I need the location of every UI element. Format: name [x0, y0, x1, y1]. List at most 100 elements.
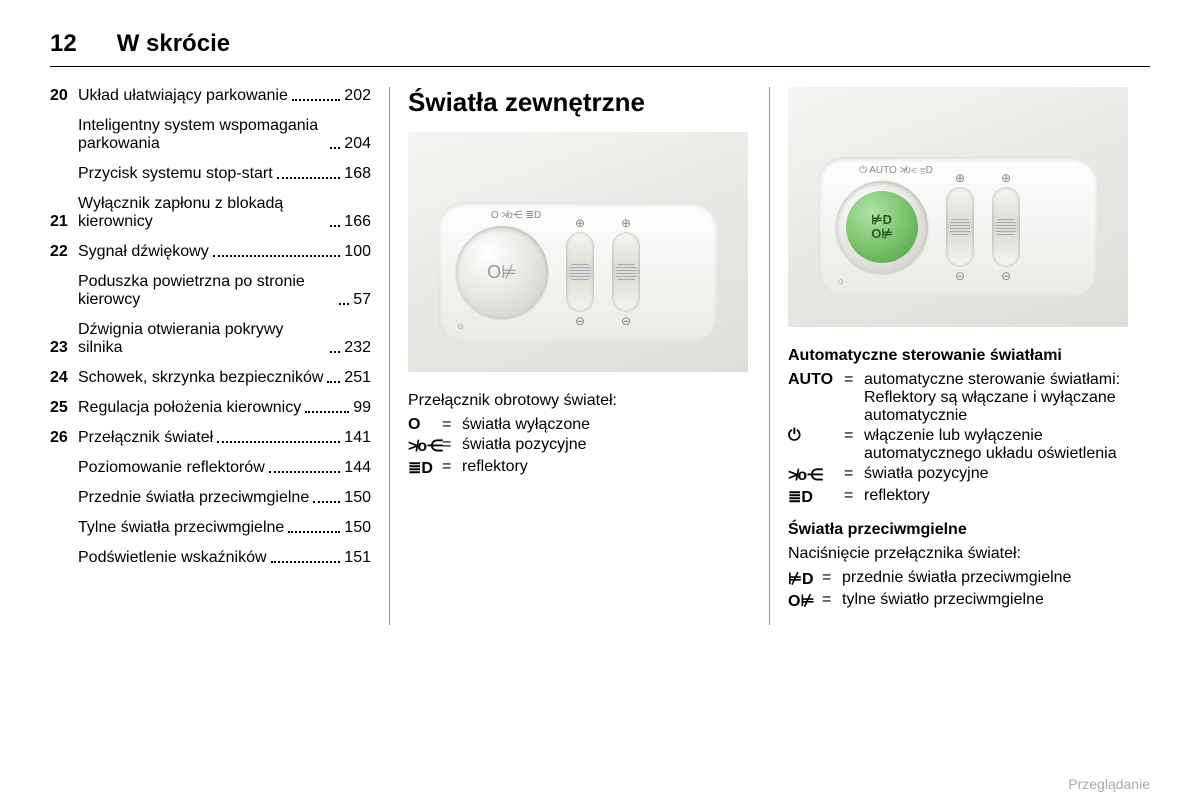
- thumbwheel-1: [566, 232, 594, 312]
- wheel-top-icon: ⊕: [955, 171, 965, 185]
- exterior-lights-heading: Światła zewnętrzne: [408, 87, 751, 118]
- rotary-dial: O⊭: [456, 226, 548, 318]
- toc-item-number: 20: [50, 87, 78, 105]
- legend-row: ≯o⋲=światła pozycyjne: [788, 465, 1150, 485]
- legend-symbol: AUTO: [788, 371, 844, 389]
- legend-text: światła pozycyjne: [864, 465, 1150, 483]
- legend-symbol: ≯o⋲: [788, 465, 844, 485]
- legend-row: AUTO=automatyczne sterowanie światłami: …: [788, 371, 1150, 425]
- light-switch-panel: O ≯o⋲ ≣D O⊭ ☼ ⊕ ⊖ ⊕ ⊖: [438, 202, 718, 342]
- legend-equals: =: [844, 465, 864, 483]
- brightness-icon: ☼: [836, 276, 845, 287]
- legend-symbol: O: [408, 416, 442, 434]
- toc-item-page: 100: [344, 243, 371, 261]
- toc-leader-dots: [271, 561, 341, 563]
- auto-heading: Automatyczne sterowanie światłami: [788, 347, 1150, 365]
- footer-text: Przeglądanie: [1068, 776, 1150, 792]
- toc-leader-dots: [288, 531, 340, 533]
- fog-icon: O⊭: [487, 262, 517, 283]
- content-columns: 20Układ ułatwiający parkowanie202 Intelig…: [50, 87, 1150, 625]
- auto-lights-column: ⏻ AUTO ≯o⋲ ≣D ⊭D O⊭ ☼ ⊕: [770, 87, 1150, 625]
- toc-item-label: Wyłącznik zapłonu z blokadą kierownicy: [78, 195, 326, 231]
- legend-equals: =: [844, 487, 864, 505]
- toc-row: 20Układ ułatwiający parkowanie202: [50, 87, 371, 105]
- toc-item-label: Poduszka powietrzna po stronie kierowcy: [78, 273, 335, 309]
- toc-item-page: 141: [344, 429, 371, 447]
- toc-item-page: 232: [344, 339, 371, 357]
- toc-row: 25Regulacja położenia kierownicy99: [50, 399, 371, 417]
- legend-row: ≣D=reflektory: [408, 458, 751, 478]
- legend-row: ≯o⋲=światła pozycyjne: [408, 436, 751, 456]
- legend-text: tylne światło przeciwmgielne: [842, 591, 1150, 609]
- wheel-bot-icon: ⊖: [575, 314, 585, 328]
- legend-symbol: O⊭: [788, 591, 822, 611]
- toc-item-page: 204: [344, 135, 371, 153]
- toc-item-page: 99: [353, 399, 371, 417]
- wheel-top-icon: ⊕: [1001, 171, 1011, 185]
- toc-item-label: Poziomowanie reflektorów: [78, 459, 265, 477]
- toc-item-label: Podświetlenie wskaźników: [78, 549, 267, 567]
- page-number: 12: [50, 30, 77, 58]
- toc-row: Inteligentny system wspomagania parkowan…: [50, 117, 371, 153]
- toc-row: Przednie światła przeciwmgielne150: [50, 489, 371, 507]
- legend-row: O=światła wyłączone: [408, 416, 751, 434]
- toc-item-number: 24: [50, 369, 78, 387]
- toc-item-number: 26: [50, 429, 78, 447]
- wheel-top-icon: ⊕: [621, 216, 631, 230]
- light-switch-panel-auto: ⏻ AUTO ≯o⋲ ≣D ⊭D O⊭ ☼ ⊕: [818, 157, 1098, 297]
- toc-item-page: 202: [344, 87, 371, 105]
- legend-row: O⊭=tylne światło przeciwmgielne: [788, 591, 1150, 611]
- legend-symbol: ⏻: [788, 427, 844, 445]
- toc-item-label: Sygnał dźwiękowy: [78, 243, 209, 261]
- toc-leader-dots: [339, 303, 349, 305]
- legend-equals: =: [822, 591, 842, 609]
- legend-text: światła wyłączone: [462, 416, 751, 434]
- toc-item-page: 150: [344, 519, 371, 537]
- fog-heading: Światła przeciwmgielne: [788, 521, 1150, 539]
- toc-item-number: 21: [50, 213, 78, 231]
- legend-text: włączenie lub wyłączenie automatycznego …: [864, 427, 1150, 463]
- rotary-dial-auto: ⊭D O⊭: [836, 181, 928, 273]
- exterior-lights-column: Światła zewnętrzne O ≯o⋲ ≣D O⊭ ☼ ⊕ ⊖: [390, 87, 770, 625]
- thumbwheel-1: [946, 187, 974, 267]
- toc-leader-dots: [330, 225, 340, 227]
- light-switch-figure-basic: O ≯o⋲ ≣D O⊭ ☼ ⊕ ⊖ ⊕ ⊖: [408, 132, 748, 372]
- toc-leader-dots: [330, 351, 340, 353]
- wheel-top-icon: ⊕: [575, 216, 585, 230]
- toc-row: 26Przełącznik świateł 141: [50, 429, 371, 447]
- toc-leader-dots: [277, 177, 341, 179]
- toc-row: Poziomowanie reflektorów 144: [50, 459, 371, 477]
- legend-symbol: ⊭D: [788, 569, 822, 589]
- toc-leader-dots: [213, 255, 341, 257]
- toc-row: Poduszka powietrzna po stronie kierowcy5…: [50, 273, 371, 309]
- toc-item-page: 144: [344, 459, 371, 477]
- toc-leader-dots: [313, 501, 340, 503]
- toc-leader-dots: [305, 411, 349, 413]
- toc-item-label: Przycisk systemu stop-start: [78, 165, 273, 183]
- legend-row: ⊭D=przednie światła przeciwmgielne: [788, 569, 1150, 589]
- toc-item-label: Regulacja położenia kierownicy: [78, 399, 301, 417]
- legend-row: ⏻=włączenie lub wyłączenie automatyczneg…: [788, 427, 1150, 463]
- page-header: 12 W skrócie: [50, 30, 1150, 67]
- thumbwheel-2: [612, 232, 640, 312]
- wheel-bot-icon: ⊖: [1001, 269, 1011, 283]
- toc-item-label: Inteligentny system wspomagania parkowan…: [78, 117, 326, 153]
- legend-equals: =: [442, 458, 462, 476]
- rotary-legend: Przełącznik obrotowy świateł: O=światła …: [408, 392, 751, 478]
- dial-arc-labels: ⏻ AUTO ≯o⋲ ≣D: [826, 165, 966, 176]
- toc-row: 21Wyłącznik zapłonu z blokadą kierownicy…: [50, 195, 371, 231]
- toc-item-page: 166: [344, 213, 371, 231]
- toc-row: Przycisk systemu stop-start 168: [50, 165, 371, 183]
- toc-item-label: Tylne światła przeciwmgielne: [78, 519, 284, 537]
- thumbwheel-2: [992, 187, 1020, 267]
- wheel-bot-icon: ⊖: [955, 269, 965, 283]
- auto-legend: Automatyczne sterowanie światłami AUTO=a…: [788, 347, 1150, 507]
- legend-text: światła pozycyjne: [462, 436, 751, 454]
- toc-row: 24Schowek, skrzynka bezpieczników251: [50, 369, 371, 387]
- brightness-icon: ☼: [456, 321, 465, 332]
- toc-item-page: 251: [344, 369, 371, 387]
- toc-item-label: Przełącznik świateł: [78, 429, 213, 447]
- light-switch-figure-auto: ⏻ AUTO ≯o⋲ ≣D ⊭D O⊭ ☼ ⊕: [788, 87, 1128, 327]
- toc-item-page: 168: [344, 165, 371, 183]
- legend-symbol: ≯o⋲: [408, 436, 442, 456]
